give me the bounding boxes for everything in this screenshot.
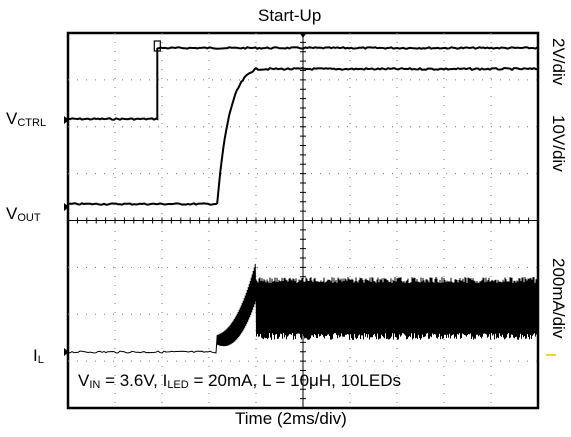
ground-marker-vctrl	[64, 116, 69, 124]
x-axis-label: Time (2ms/div)	[235, 409, 347, 428]
scale-label-ch3: 200mA/div	[549, 258, 568, 339]
scale-label-ch1: 2V/div	[549, 38, 568, 86]
ground-marker-vout	[64, 203, 69, 211]
channel-label-vout: VOUT	[6, 204, 41, 224]
trigger-marker	[299, 32, 307, 38]
scale-label-ch2: 10V/div	[549, 115, 568, 172]
trace-il	[67, 263, 539, 354]
ground-marker-il	[64, 348, 69, 356]
channel-label-vctrl: VCTRL	[6, 109, 47, 129]
trace-vout	[67, 66, 539, 206]
chart-title: Start-Up	[258, 6, 322, 25]
channel-label-il: IL	[33, 346, 44, 366]
cursor-marker	[153, 40, 161, 52]
test-conditions-annotation: VIN = 3.6V, ILED = 20mA, L = 10μH, 10LED…	[78, 371, 402, 391]
trace-vctrl	[67, 46, 538, 121]
